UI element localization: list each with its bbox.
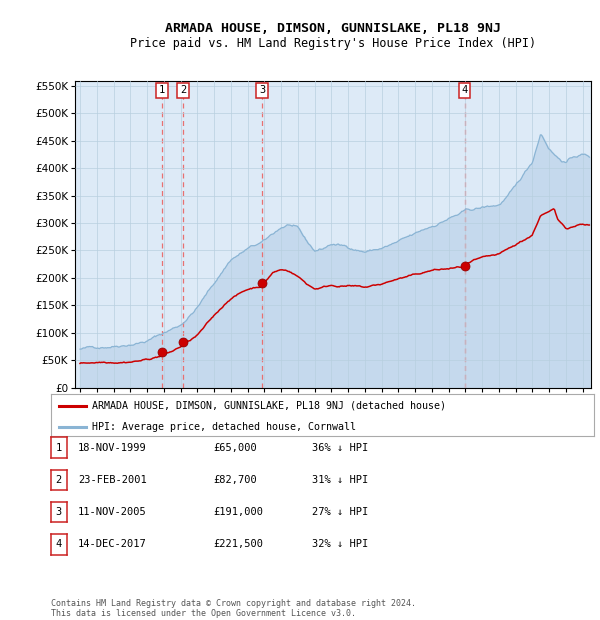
Text: Price paid vs. HM Land Registry's House Price Index (HPI): Price paid vs. HM Land Registry's House … <box>130 37 536 50</box>
Text: 31% ↓ HPI: 31% ↓ HPI <box>312 475 368 485</box>
Text: 2: 2 <box>180 85 186 95</box>
Text: 1: 1 <box>158 85 165 95</box>
Text: 4: 4 <box>56 539 62 549</box>
Text: 36% ↓ HPI: 36% ↓ HPI <box>312 443 368 453</box>
Text: 27% ↓ HPI: 27% ↓ HPI <box>312 507 368 517</box>
Text: £82,700: £82,700 <box>213 475 257 485</box>
Text: HPI: Average price, detached house, Cornwall: HPI: Average price, detached house, Corn… <box>92 422 356 432</box>
Text: 2: 2 <box>56 475 62 485</box>
Text: 18-NOV-1999: 18-NOV-1999 <box>78 443 147 453</box>
Text: £191,000: £191,000 <box>213 507 263 517</box>
Text: 23-FEB-2001: 23-FEB-2001 <box>78 475 147 485</box>
Text: ARMADA HOUSE, DIMSON, GUNNISLAKE, PL18 9NJ (detached house): ARMADA HOUSE, DIMSON, GUNNISLAKE, PL18 9… <box>92 401 446 410</box>
Text: 3: 3 <box>56 507 62 517</box>
Text: 14-DEC-2017: 14-DEC-2017 <box>78 539 147 549</box>
Text: Contains HM Land Registry data © Crown copyright and database right 2024.
This d: Contains HM Land Registry data © Crown c… <box>51 599 416 618</box>
Text: 32% ↓ HPI: 32% ↓ HPI <box>312 539 368 549</box>
Text: 11-NOV-2005: 11-NOV-2005 <box>78 507 147 517</box>
Text: £65,000: £65,000 <box>213 443 257 453</box>
Text: ARMADA HOUSE, DIMSON, GUNNISLAKE, PL18 9NJ: ARMADA HOUSE, DIMSON, GUNNISLAKE, PL18 9… <box>165 22 501 35</box>
Text: 3: 3 <box>259 85 265 95</box>
Text: £221,500: £221,500 <box>213 539 263 549</box>
Text: 4: 4 <box>461 85 467 95</box>
Text: 1: 1 <box>56 443 62 453</box>
